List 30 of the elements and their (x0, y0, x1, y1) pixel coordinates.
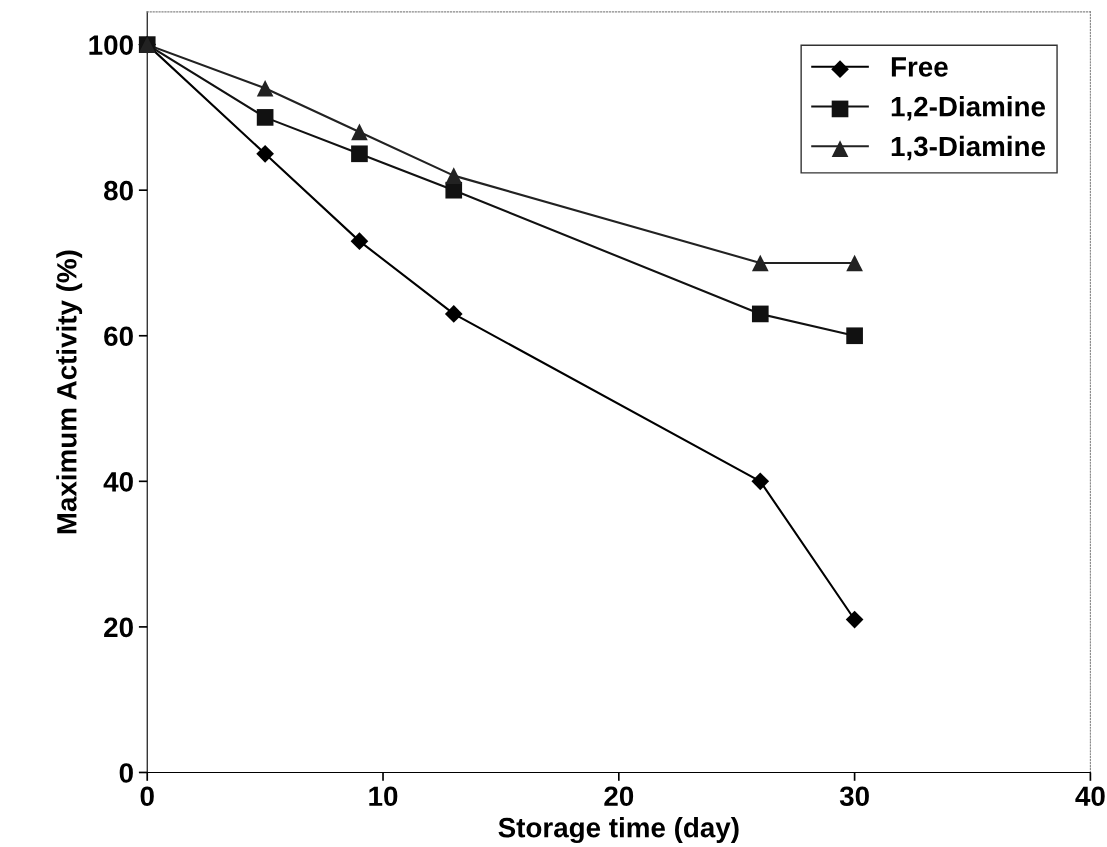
point (350, 232, 369, 250)
point (845, 610, 864, 629)
point (751, 305, 769, 323)
point (256, 109, 274, 126)
x-tick-label: 0 (140, 786, 154, 807)
y-axis-title: Maximum Activity (%) (56, 250, 83, 534)
point (256, 79, 274, 97)
legend-label: 1,3-Diamine (891, 135, 1046, 161)
x-tick-label: 40 (1075, 786, 1105, 807)
x-tick-label: 30 (839, 786, 869, 807)
point (846, 254, 863, 272)
point (846, 327, 863, 345)
y-tick-label: 40 (103, 471, 133, 492)
x-tick-label: 20 (604, 786, 634, 807)
x-axis-title: Storage time (day) (498, 817, 739, 844)
point (445, 167, 463, 184)
legend-label: 1,2-Diamine (891, 96, 1046, 121)
point (256, 144, 274, 163)
legend-label: Free (891, 57, 948, 77)
y-tick-label: 100 (89, 35, 133, 55)
point (351, 145, 368, 163)
x-tick-label: 10 (369, 786, 398, 807)
y-tick-label: 60 (104, 326, 133, 347)
point (444, 305, 463, 323)
point (351, 123, 368, 141)
point (751, 472, 770, 491)
point (751, 254, 769, 272)
y-tick-label: 0 (119, 763, 133, 783)
y-tick-label: 80 (104, 180, 133, 201)
y-tick-label: 20 (104, 617, 133, 638)
